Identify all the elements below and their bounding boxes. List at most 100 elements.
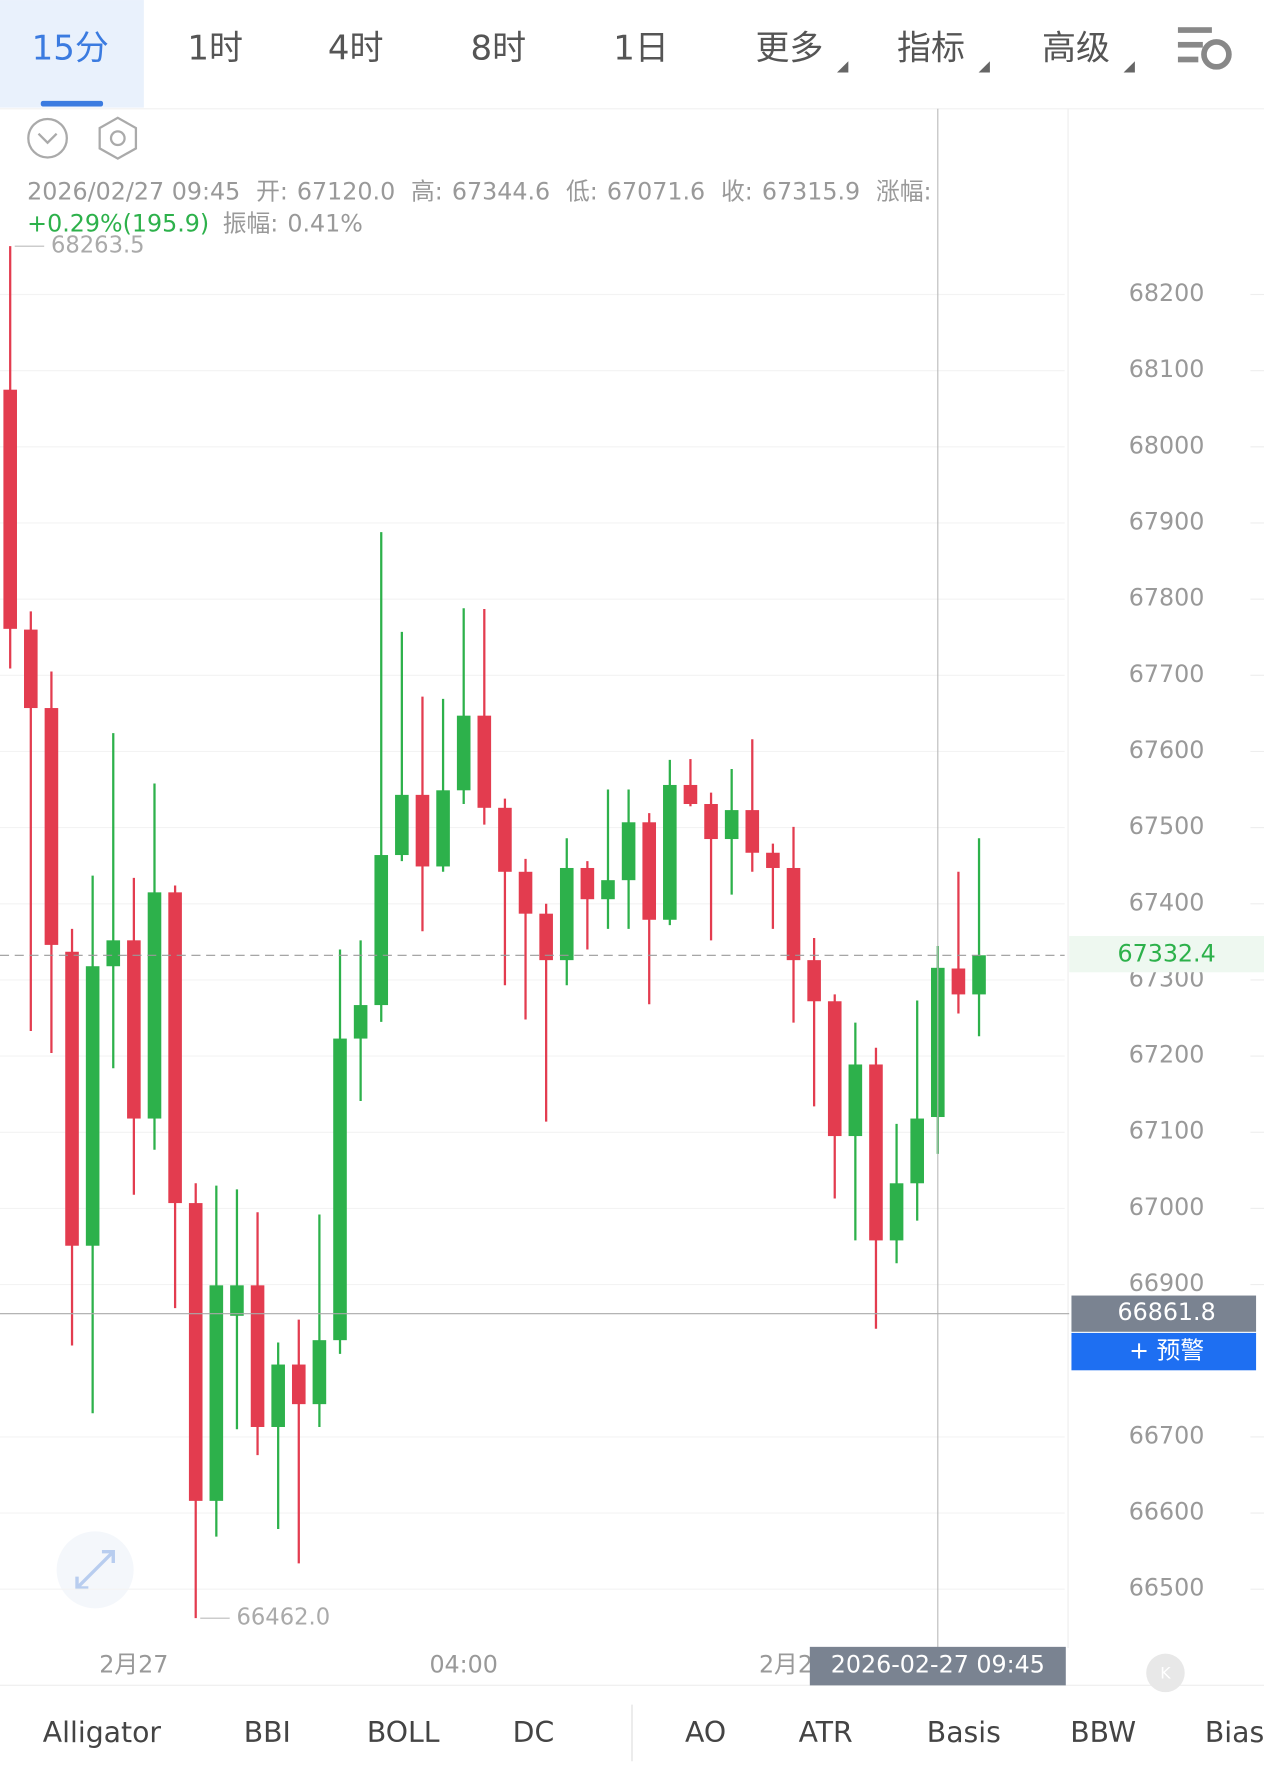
info-field: 2026/02/27 09:45: [27, 177, 240, 205]
dropdown-marker: [837, 61, 849, 73]
y-tick-label: 68200: [1129, 279, 1205, 307]
last-price-box: [1069, 936, 1264, 973]
ohlc-info: 2026/02/27 09:45 开: 67120.0 高: 67344.6 低: 6707…: [27, 177, 931, 205]
timeframe-tab[interactable]: 8时: [471, 28, 527, 68]
candle-body: [374, 855, 389, 1006]
candle-body: [415, 794, 430, 867]
x-tick-label: 04:00: [429, 1651, 498, 1679]
amp-label: 振幅:: [223, 209, 279, 237]
y-tick-label: 68000: [1129, 431, 1205, 459]
settings-hex-dot: [109, 130, 126, 147]
indicator-tab[interactable]: BOLL: [367, 1716, 440, 1749]
crosshair-price-box: [1071, 1295, 1257, 1332]
back-button[interactable]: [1146, 1653, 1185, 1693]
candle-body: [24, 629, 38, 709]
y-tick-label: 67500: [1129, 812, 1205, 840]
indicator-tab[interactable]: ATR: [799, 1716, 853, 1749]
candle-body: [766, 852, 780, 868]
candle-body: [889, 1183, 904, 1241]
y-tick-label: 66600: [1129, 1498, 1205, 1526]
candle-body: [271, 1364, 285, 1427]
indicator-tab[interactable]: Basis: [927, 1716, 1001, 1749]
indicator-tab[interactable]: BBI: [244, 1716, 291, 1749]
info-field: 67120.0: [297, 177, 395, 205]
crosshair-time-box: [809, 1646, 1066, 1686]
candle-body: [951, 968, 966, 995]
candle-body: [498, 807, 512, 872]
collapse-icon-arrow: [37, 132, 58, 145]
candle-body: [106, 940, 121, 967]
settings-hex-icon[interactable]: [98, 116, 138, 160]
candle-body: [85, 966, 100, 1246]
indicator-tab[interactable]: Alligator: [43, 1716, 162, 1749]
candle-body: [127, 940, 141, 1119]
y-tick-label: 67700: [1129, 660, 1205, 688]
candle-body: [807, 960, 821, 1002]
candle-body: [395, 794, 409, 856]
info-field: 低:: [566, 177, 598, 205]
candle-body: [168, 892, 182, 1204]
crosshair-time-label: 2026-02-27 09:45: [831, 1651, 1045, 1679]
last-price-label: 67332.4: [1117, 940, 1215, 968]
timeframe-tab[interactable]: 高级: [1042, 28, 1110, 68]
min-label: 66462.0: [236, 1605, 330, 1631]
amp: 0.41%: [287, 209, 363, 237]
candle-body: [250, 1285, 265, 1427]
ohlc-info-2: +0.29%(195.9) 振幅: 0.41%: [27, 209, 363, 237]
candle-body: [291, 1364, 306, 1405]
timeframe-tab[interactable]: 指标: [897, 28, 965, 68]
y-tick-label: 67900: [1129, 507, 1205, 535]
candle-body: [642, 822, 657, 920]
indicator-tab[interactable]: DC: [513, 1716, 555, 1749]
candle-body: [910, 1118, 924, 1184]
candle-body: [704, 804, 718, 840]
back-icon: K: [1160, 1664, 1171, 1683]
y-tick-label: 66700: [1129, 1421, 1205, 1449]
candle-body: [786, 867, 801, 961]
indicator-tab[interactable]: Bias: [1205, 1716, 1264, 1749]
candle-body: [745, 810, 760, 853]
timeframe-tab[interactable]: 1日: [613, 28, 669, 68]
info-field: 开:: [256, 177, 288, 205]
indicator-tab[interactable]: BBW: [1070, 1716, 1136, 1749]
y-tick-label: 66900: [1129, 1269, 1205, 1297]
timeframe-tab[interactable]: 1时: [187, 28, 243, 68]
max-label: 68263.5: [51, 233, 145, 259]
timeframe-tab[interactable]: 更多: [755, 28, 823, 68]
candle-body: [683, 784, 698, 805]
timeframe-tab[interactable]: 4时: [328, 28, 384, 68]
candle-body: [601, 880, 615, 900]
candle-body: [477, 715, 492, 808]
info-field: 67315.9: [762, 177, 860, 205]
dropdown-marker: [1123, 61, 1135, 73]
candle-body: [312, 1340, 327, 1405]
alert-button[interactable]: [1071, 1332, 1257, 1371]
x-tick-label: 2月27: [99, 1651, 168, 1679]
candle-body: [230, 1285, 244, 1316]
info-field: 涨幅:: [876, 177, 932, 205]
collapse-icon[interactable]: [27, 117, 68, 159]
y-tick-label: 67200: [1129, 1041, 1205, 1069]
candle-body: [436, 790, 450, 867]
indicator-tab[interactable]: AO: [685, 1716, 726, 1749]
info-field: 收:: [721, 177, 753, 205]
candle-body: [3, 389, 17, 629]
fullscreen-icon: [75, 1550, 115, 1590]
y-tick-label: 66500: [1129, 1574, 1205, 1602]
candle-body: [621, 822, 636, 881]
y-tick-label: 67800: [1129, 584, 1205, 612]
candle-body: [44, 708, 59, 945]
y-tick-label: 67000: [1129, 1193, 1205, 1221]
timeframe-tab[interactable]: 15分: [32, 28, 109, 68]
candle-body: [353, 1005, 368, 1039]
info-field: 高:: [411, 177, 443, 205]
candle-body: [65, 951, 79, 1246]
settings-icon[interactable]: [1177, 27, 1232, 70]
active-tab-indicator: [40, 100, 104, 107]
alert-label: + 预警: [1129, 1337, 1204, 1365]
candle-body: [559, 867, 574, 961]
change: +0.29%(195.9): [27, 209, 209, 237]
candle-body: [869, 1064, 883, 1241]
